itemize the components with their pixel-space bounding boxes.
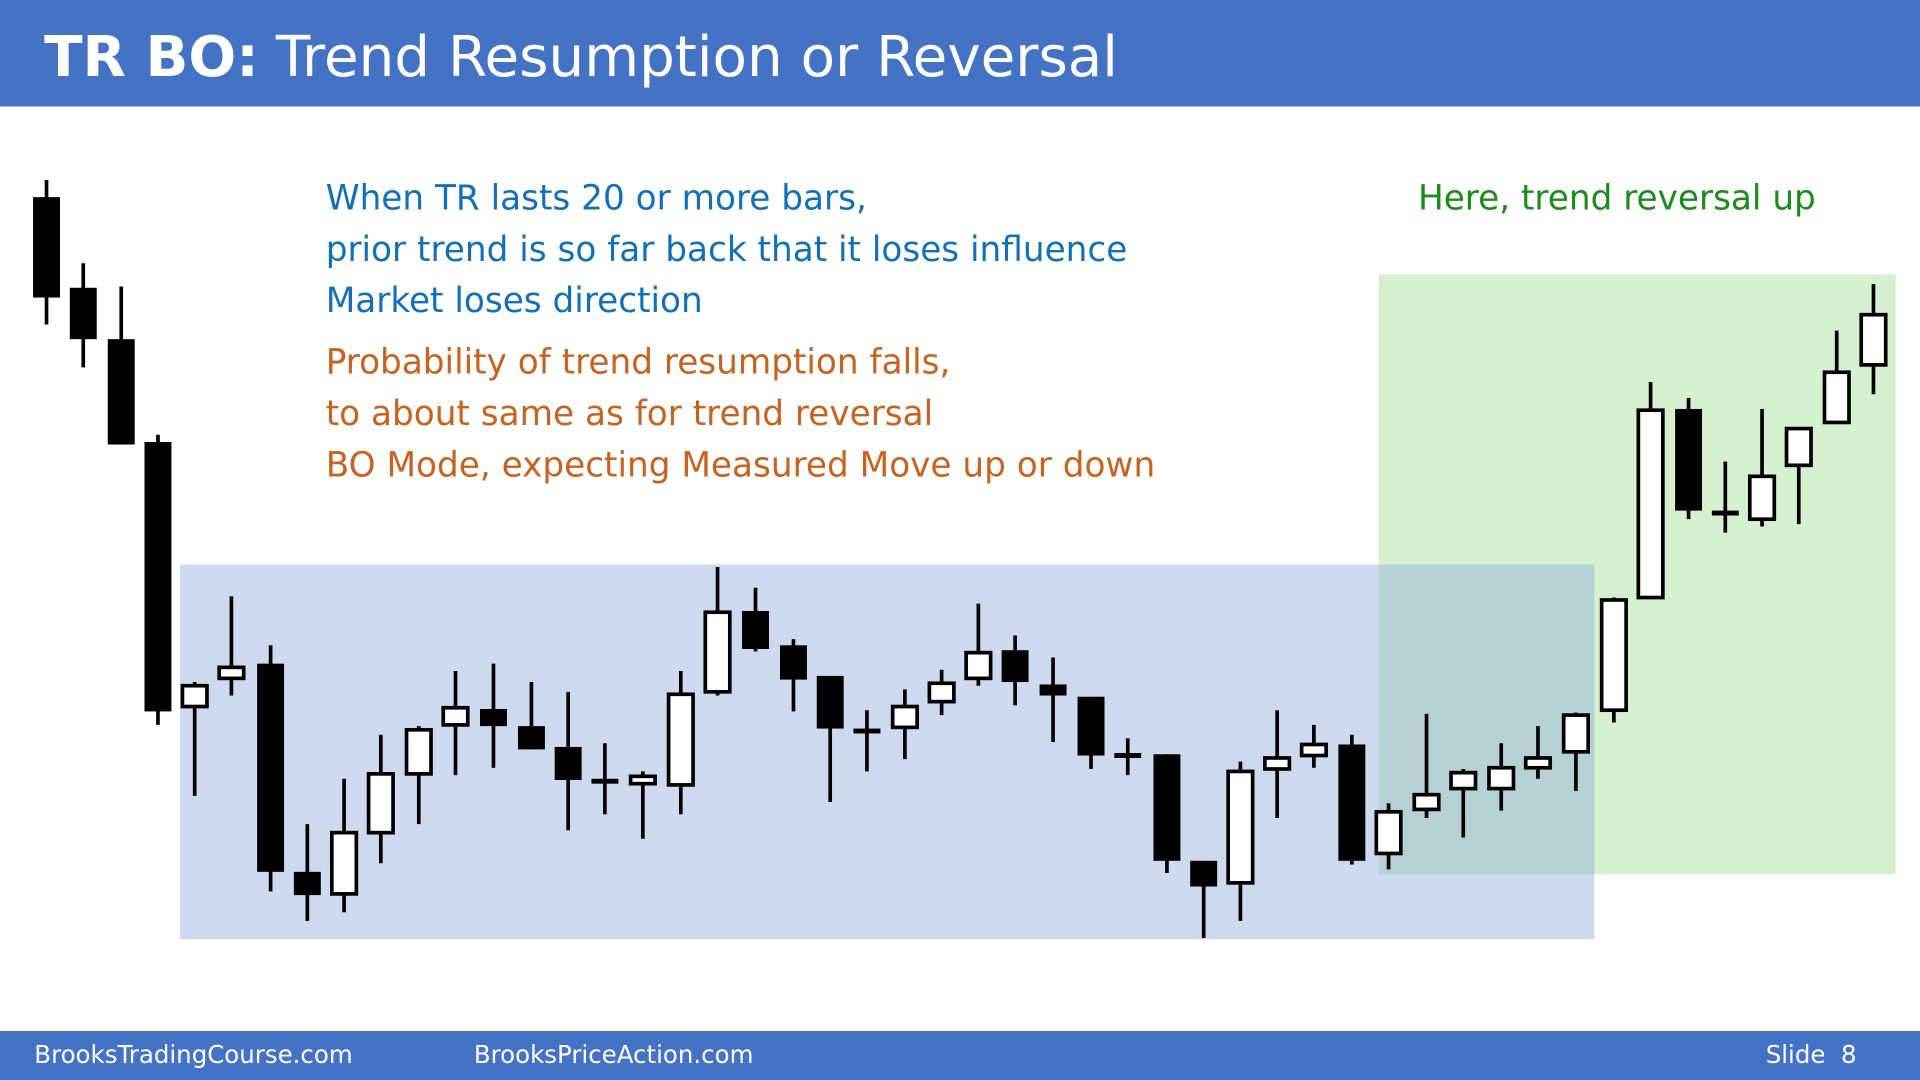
candle-body (404, 727, 433, 776)
candle-body (1487, 765, 1516, 791)
candle-body (816, 675, 844, 729)
candle-body (1226, 769, 1255, 885)
header-bar (0, 0, 1920, 107)
candle-body (1523, 756, 1553, 770)
candle-body (703, 610, 732, 694)
candle-body (927, 681, 956, 704)
candle-body (1711, 510, 1739, 516)
candle-body (1675, 408, 1703, 511)
footer-middle: BrooksPriceAction.com (474, 1040, 754, 1069)
candle-body (1412, 792, 1441, 812)
green-note: Here, trend reversal up (1418, 178, 1816, 218)
candle-body (1747, 474, 1777, 522)
orange-line: to about same as for trend reversal (326, 394, 933, 434)
candle-body (554, 746, 582, 780)
trading-range-zone (180, 564, 1595, 940)
candle-body (1784, 426, 1813, 468)
candle-body (742, 611, 769, 649)
candle-body (964, 650, 993, 681)
slide-title: TR BO: Trend Resumption or Reversal (44, 25, 1118, 90)
blue-line: When TR lasts 20 or more bars, (326, 178, 867, 218)
candle-body (1114, 753, 1142, 758)
candle-body (517, 726, 545, 750)
candle-body (628, 774, 657, 786)
candle-body (144, 442, 172, 712)
candle-body (1449, 770, 1478, 791)
orange-line: Probability of trend resumption falls, (326, 342, 951, 382)
candle-body (293, 871, 321, 896)
candle-body (1636, 408, 1665, 600)
candle-body (591, 778, 619, 784)
candle-body (107, 339, 135, 445)
title-prefix: TR BO: (44, 25, 259, 90)
candle-body (1190, 860, 1218, 887)
candle-body (69, 287, 97, 340)
candle-body (1039, 684, 1067, 696)
candle-body (1374, 810, 1403, 856)
candle-body (1338, 744, 1366, 861)
candle-body (853, 728, 881, 734)
candle-body (780, 645, 807, 680)
candle-body (1263, 756, 1292, 771)
candle-body (366, 772, 395, 835)
candle-body (666, 692, 695, 787)
blue-line: prior trend is so far back that it loses… (326, 230, 1128, 270)
candle-body (441, 705, 470, 727)
candle-body (1859, 312, 1888, 367)
candle-body (1822, 370, 1851, 425)
candle-body (1299, 742, 1328, 758)
title-text: Trend Resumption or Reversal (275, 25, 1118, 90)
candle-body (480, 708, 507, 727)
candle-body (180, 683, 209, 709)
candle-body (217, 665, 246, 681)
candle-body (330, 830, 359, 896)
candle-body (890, 704, 919, 730)
candle-body (1153, 754, 1181, 861)
footer-bar (0, 1031, 1920, 1080)
slide-number: Slide 8 (1766, 1040, 1857, 1069)
blue-line: Market loses direction (326, 281, 703, 321)
orange-line: BO Mode, expecting Measured Move up or d… (326, 445, 1155, 485)
candle-body (1077, 696, 1105, 756)
candle-body (1599, 598, 1628, 713)
candles (33, 180, 1888, 938)
candle-body (1001, 650, 1029, 683)
candle-body (1561, 713, 1590, 754)
candle-body (33, 197, 60, 298)
footer-left: BrooksTradingCourse.com (34, 1040, 352, 1069)
candle-body (257, 663, 285, 872)
